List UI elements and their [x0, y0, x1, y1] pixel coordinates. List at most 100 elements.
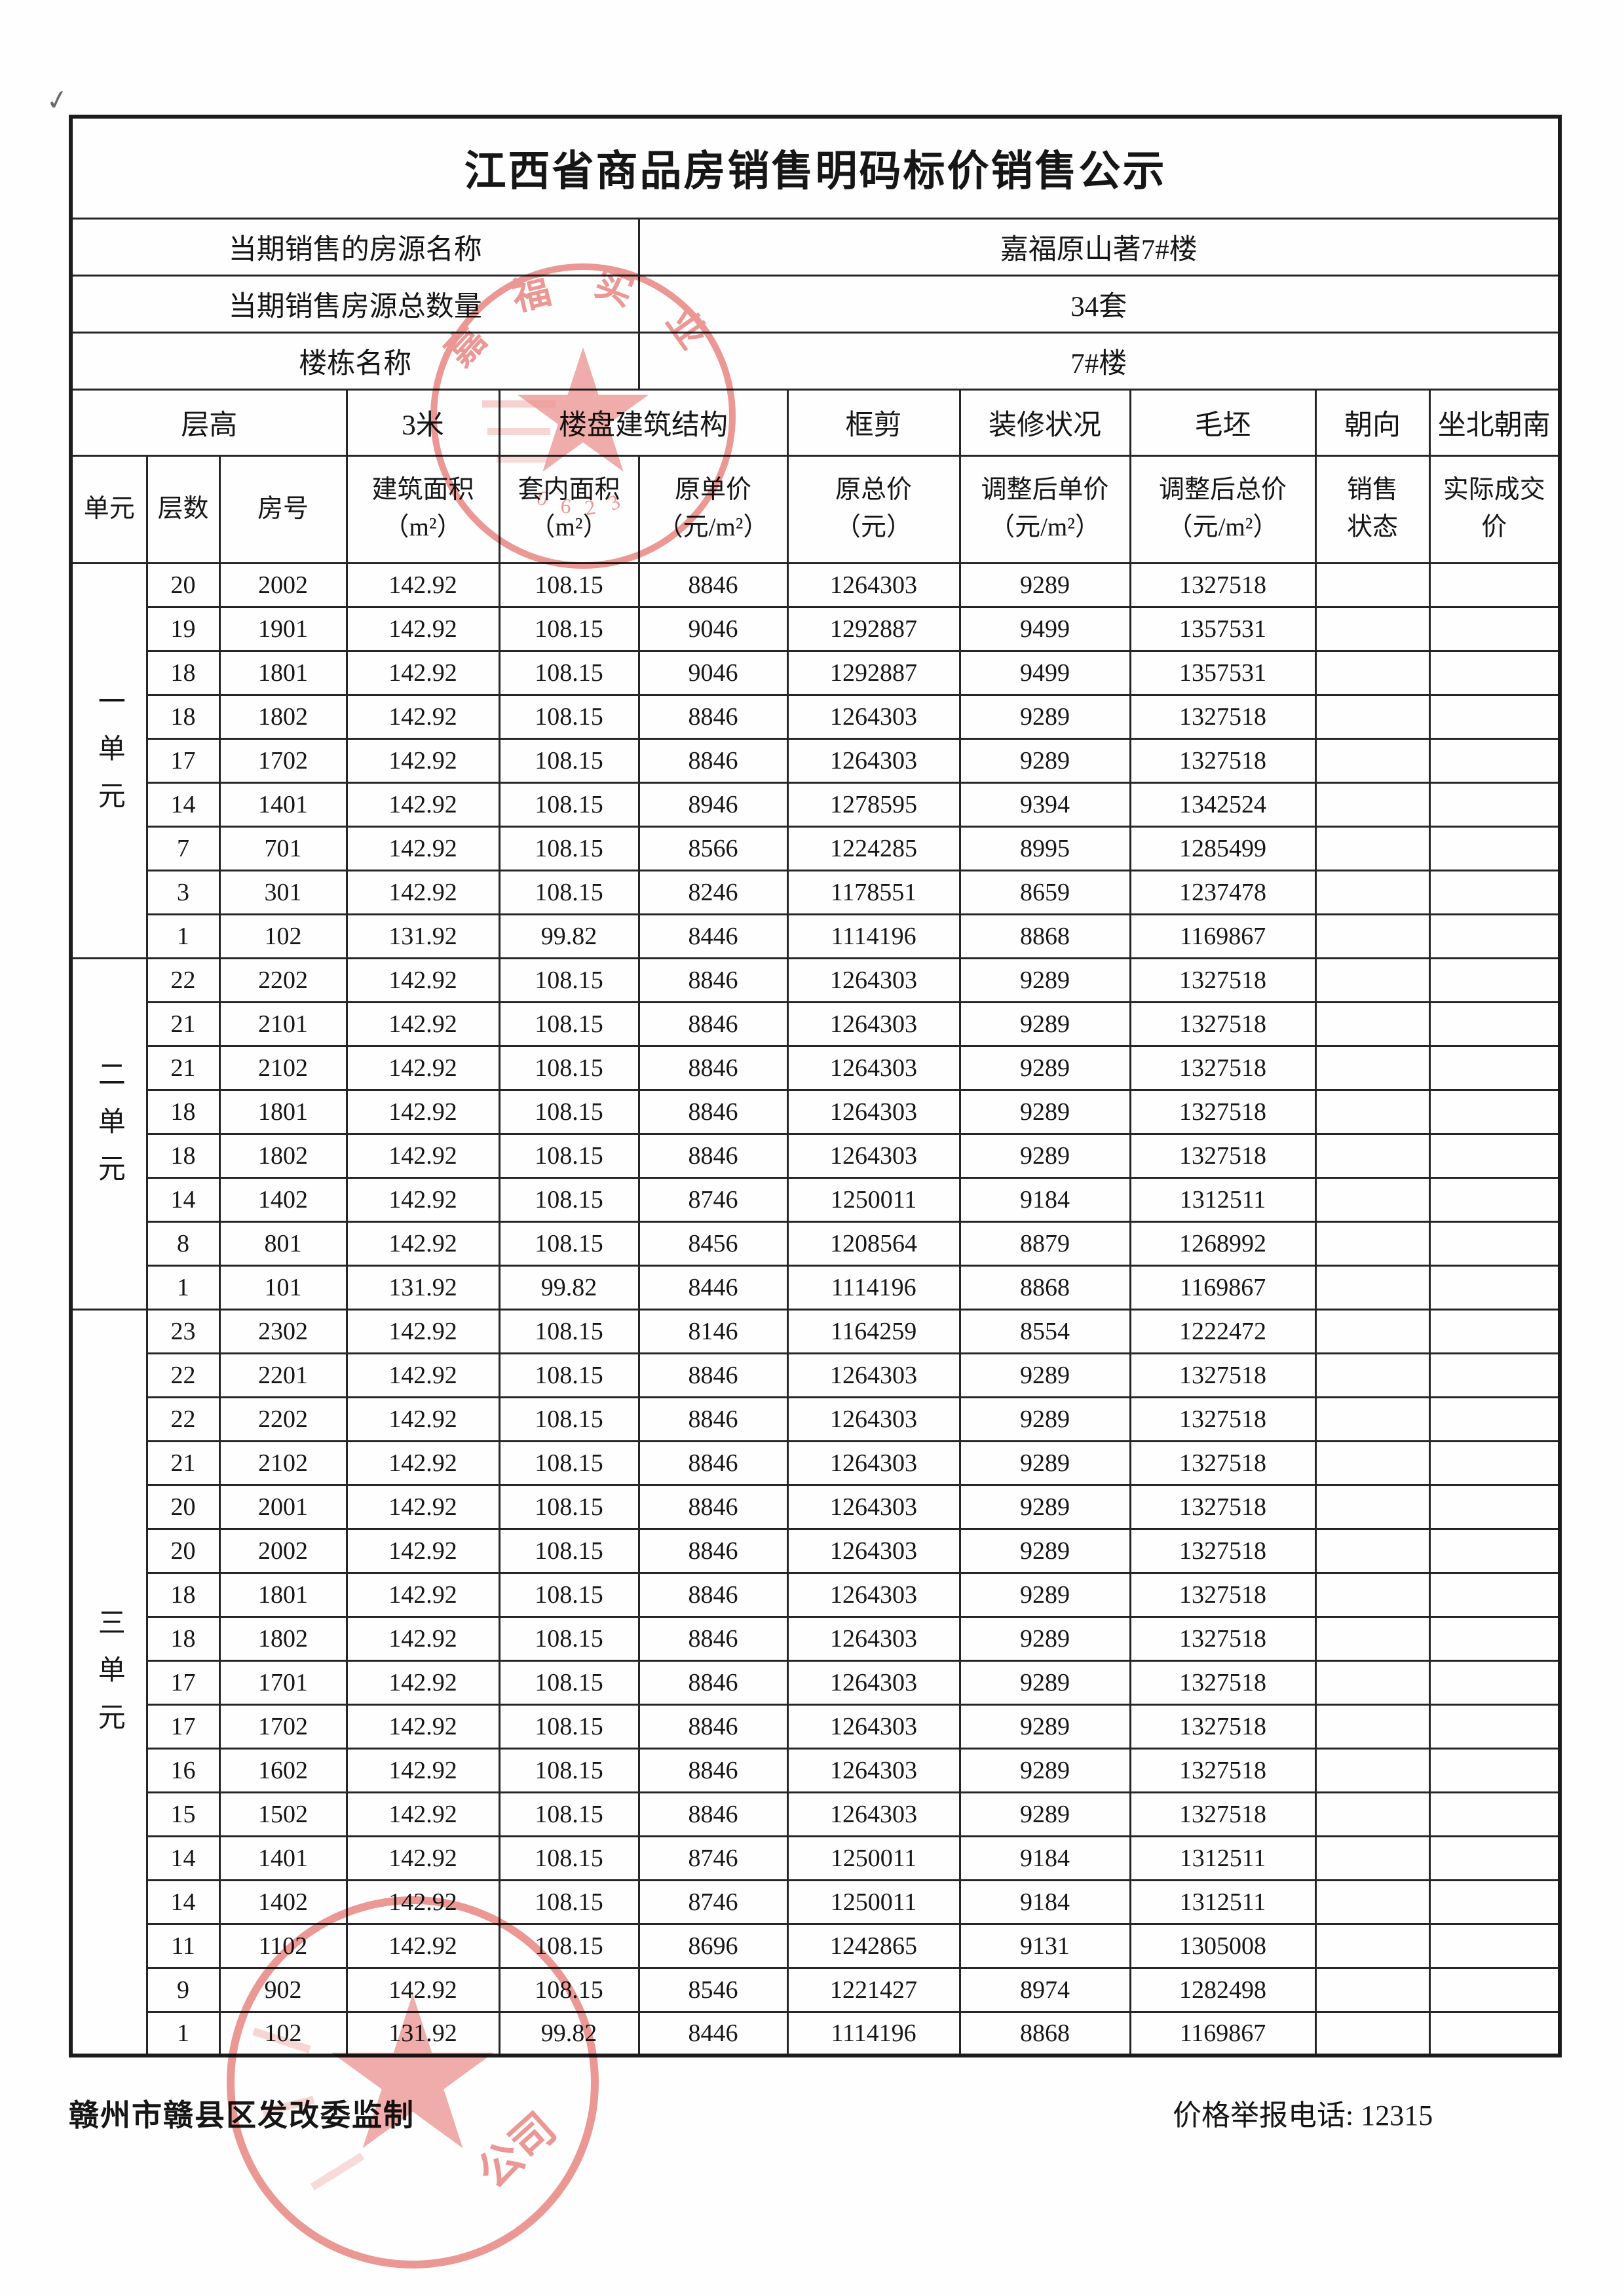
- cell-adj-unit-price: 8868: [958, 1264, 1131, 1311]
- table-row: 1 101 131.92 99.82 8446 1114196 8868 1169867: [71, 1264, 1561, 1311]
- cell-adj-unit-price: 9289: [958, 1703, 1131, 1750]
- table-row: 18 1802 142.92 108.15 8846 1264303 9289 1327518: [71, 693, 1561, 740]
- cell-adj-total-price: 1327518: [1129, 737, 1317, 784]
- issuer-text: 赣州市赣县区发改委监制: [69, 2099, 415, 2132]
- handwritten-checkmark: ✓: [43, 84, 72, 118]
- cell-floor: 1: [145, 2010, 221, 2057]
- cell-adj-unit-price: 9289: [958, 737, 1131, 784]
- cell-floor: 19: [145, 605, 221, 652]
- cell-orig-total-price: 1114196: [786, 913, 961, 959]
- cell-build-area: 142.92: [345, 1483, 500, 1530]
- cell-orig-total-price: 1264303: [786, 693, 961, 740]
- cell-sale-status: [1314, 1879, 1431, 1925]
- cell-room-no: 1702: [218, 737, 348, 784]
- cell-deal-price: [1428, 737, 1561, 784]
- cell-build-area: 142.92: [345, 1527, 500, 1574]
- cell-orig-total-price: 1264303: [786, 1396, 961, 1442]
- cell-room-no: 701: [218, 825, 348, 871]
- cell-floor: 21: [145, 1001, 221, 1047]
- cell-inner-area: 108.15: [498, 1659, 640, 1706]
- cell-adj-unit-price: 9184: [958, 1879, 1131, 1925]
- table-row: 22 2202 142.92 108.15 8846 1264303 9289 1327518: [71, 1396, 1561, 1442]
- cell-orig-total-price: 1264303: [786, 1088, 961, 1135]
- cell-deal-price: [1428, 781, 1561, 828]
- cell-floor: 14: [145, 781, 221, 828]
- cell-adj-total-price: 1327518: [1129, 1659, 1317, 1706]
- total-quantity-label: 当期销售房源总数量: [69, 274, 640, 334]
- cell-build-area: 142.92: [345, 1835, 500, 1881]
- cell-adj-unit-price: 9289: [958, 1615, 1131, 1662]
- table-row: 18 1802 142.92 108.15 8846 1264303 9289 1327518: [71, 1615, 1561, 1662]
- cell-sale-status: [1314, 1791, 1431, 1837]
- cell-deal-price: [1428, 1132, 1561, 1179]
- cell-inner-area: 108.15: [498, 1308, 640, 1354]
- cell-orig-unit-price: 8846: [637, 737, 789, 784]
- cell-deal-price: [1428, 1879, 1561, 1925]
- cell-floor: 20: [145, 1483, 221, 1530]
- cell-deal-price: [1428, 562, 1561, 608]
- cell-adj-unit-price: 9289: [958, 1132, 1131, 1179]
- cell-sale-status: [1314, 562, 1431, 608]
- cell-sale-status: [1314, 1176, 1431, 1223]
- cell-build-area: 142.92: [345, 693, 500, 740]
- cell-build-area: 142.92: [345, 737, 500, 784]
- cell-room-no: 1801: [218, 1088, 348, 1135]
- cell-build-area: 142.92: [345, 869, 500, 915]
- cell-adj-unit-price: 9131: [958, 1923, 1131, 1969]
- cell-inner-area: 108.15: [498, 1352, 640, 1398]
- cell-floor: 14: [145, 1879, 221, 1925]
- cell-build-area: 142.92: [345, 781, 500, 828]
- cell-floor: 22: [145, 1396, 221, 1442]
- cell-floor: 22: [145, 1352, 221, 1398]
- cell-orig-unit-price: 8846: [637, 1396, 789, 1442]
- col-header-adj-unit-price: 调整后单价 （元/m²）: [958, 454, 1131, 564]
- cell-adj-unit-price: 9289: [958, 562, 1131, 608]
- cell-floor: 21: [145, 1440, 221, 1486]
- table-row: 二单元 22 2202 142.92 108.15 8846 1264303 9289 1327…: [69, 957, 1561, 1311]
- unit-label-cell: 三单元: [69, 1308, 148, 2057]
- cell-orig-unit-price: 8846: [637, 1044, 789, 1091]
- cell-inner-area: 108.15: [498, 1615, 640, 1662]
- cell-adj-unit-price: 8659: [958, 869, 1131, 915]
- cell-sale-status: [1314, 693, 1431, 740]
- cell-adj-total-price: 1327518: [1129, 1703, 1317, 1750]
- unit-label-cell: 一单元: [69, 562, 148, 959]
- cell-room-no: 102: [218, 913, 348, 959]
- cell-orig-total-price: 1264303: [786, 1615, 961, 1662]
- column-header-row: 单元 层数 房号 建筑面积 （m²） 套内面积 （m²） 原单价 （元/m²） …: [69, 454, 1561, 564]
- cell-sale-status: [1314, 605, 1431, 652]
- cell-inner-area: 108.15: [498, 737, 640, 784]
- building-name-value: 7#楼: [637, 331, 1561, 391]
- cell-adj-unit-price: 9499: [958, 605, 1131, 652]
- cell-orig-unit-price: 8846: [637, 1571, 789, 1618]
- cell-deal-price: [1428, 1659, 1561, 1706]
- cell-deal-price: [1428, 957, 1561, 1003]
- cell-room-no: 2102: [218, 1440, 348, 1486]
- cell-floor: 18: [145, 649, 221, 696]
- cell-build-area: 142.92: [345, 1791, 500, 1837]
- cell-build-area: 142.92: [345, 1747, 500, 1793]
- cell-orig-unit-price: 8846: [637, 1483, 789, 1530]
- table-row: 17 1702 142.92 108.15 8846 1264303 9289 1327518: [71, 737, 1561, 784]
- cell-floor: 18: [145, 693, 221, 740]
- cell-inner-area: 108.15: [498, 1527, 640, 1574]
- cell-build-area: 142.92: [345, 605, 500, 652]
- cell-floor: 18: [145, 1615, 221, 1662]
- cell-build-area: 142.92: [345, 1044, 500, 1091]
- cell-sale-status: [1314, 1308, 1431, 1354]
- cell-sale-status: [1314, 1571, 1431, 1618]
- cell-sale-status: [1314, 1747, 1431, 1793]
- cell-adj-unit-price: 9394: [958, 781, 1131, 828]
- cell-sale-status: [1314, 737, 1431, 784]
- cell-deal-price: [1428, 1308, 1561, 1354]
- cell-inner-area: 108.15: [498, 649, 640, 696]
- table-row: 三单元 23 2302 142.92 108.15 8146 1164259 8554 1222…: [69, 1308, 1561, 2057]
- cell-room-no: 1701: [218, 1659, 348, 1706]
- cell-inner-area: 108.15: [498, 1571, 640, 1618]
- cell-orig-total-price: 1292887: [786, 605, 961, 652]
- cell-room-no: 1802: [218, 1132, 348, 1179]
- cell-adj-total-price: 1327518: [1129, 1440, 1317, 1486]
- table-row: 21 2102 142.92 108.15 8846 1264303 9289 1327518: [71, 1440, 1561, 1486]
- cell-deal-price: [1428, 2010, 1561, 2057]
- cell-adj-total-price: 1169867: [1129, 1264, 1317, 1311]
